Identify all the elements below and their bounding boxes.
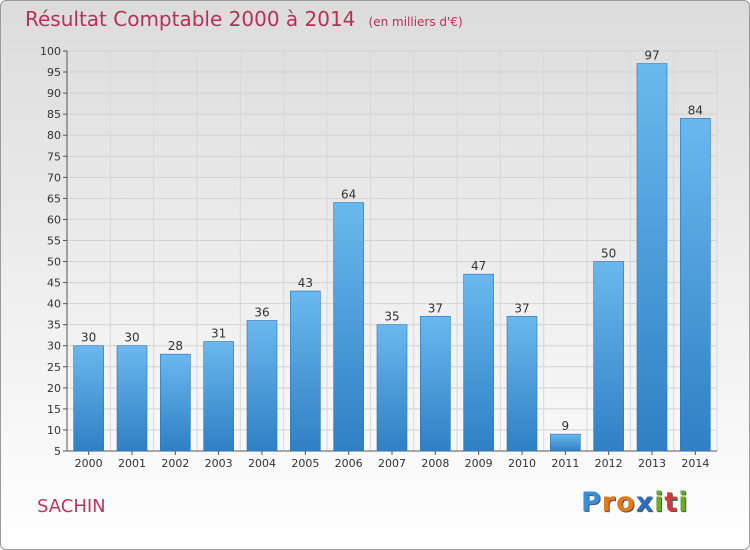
x-tick-label: 2006 [335, 457, 363, 470]
y-tick-label: 45 [47, 277, 61, 290]
y-tick-label: 20 [47, 382, 61, 395]
logo-letter: r [601, 487, 617, 518]
logo-letter: i [654, 487, 665, 518]
y-tick-label: 40 [47, 298, 61, 311]
bar [246, 320, 278, 452]
x-tick-label: 2007 [378, 457, 406, 470]
data-label: 64 [341, 188, 356, 202]
chart-subtitle: (en milliers d'€) [368, 15, 463, 29]
x-tick-label: 2001 [118, 457, 146, 470]
y-tick-label: 30 [47, 340, 61, 353]
data-label: 28 [168, 339, 183, 353]
data-label: 43 [298, 276, 313, 290]
bar [116, 345, 148, 452]
bar [290, 290, 321, 452]
data-label: 47 [471, 259, 486, 273]
data-label: 30 [81, 331, 96, 345]
y-tick-label: 85 [47, 108, 61, 121]
bar [376, 324, 408, 452]
y-tick-label: 80 [47, 129, 61, 142]
logo-letter: t [664, 487, 679, 518]
data-label: 84 [688, 103, 703, 117]
x-tick-label: 2004 [248, 457, 276, 470]
y-tick-label: 10 [47, 424, 61, 437]
logo-letter: P [581, 487, 602, 518]
x-tick-label: 2013 [638, 457, 666, 470]
x-tick-label: 2014 [681, 457, 709, 470]
bar [73, 345, 104, 452]
y-tick-label: 90 [47, 87, 61, 100]
x-tick-label: 2002 [161, 457, 189, 470]
x-tick-label: 2010 [508, 457, 536, 470]
data-label: 37 [428, 301, 443, 315]
data-label: 31 [211, 327, 226, 341]
y-tick-label: 65 [47, 192, 61, 205]
place-name: SACHIN [37, 496, 106, 517]
bar [463, 273, 494, 452]
data-label: 30 [124, 331, 139, 345]
x-tick-label: 2000 [75, 457, 103, 470]
chart-title-block: Résultat Comptable 2000 à 2014 (en milli… [25, 7, 463, 31]
bar [333, 202, 364, 452]
y-tick-label: 15 [47, 403, 61, 416]
logo-letter: o [616, 487, 636, 518]
y-tick-label: 70 [47, 171, 61, 184]
bar [203, 341, 234, 452]
bar [550, 433, 581, 452]
y-tick-label: 95 [47, 66, 61, 79]
y-tick-label: 25 [47, 361, 61, 374]
bar [160, 353, 191, 452]
bar [680, 118, 711, 452]
data-label: 37 [514, 301, 529, 315]
x-tick-label: 2009 [465, 457, 493, 470]
y-tick-label: 75 [47, 150, 61, 163]
data-label: 35 [384, 310, 399, 324]
y-tick-label: 55 [47, 234, 61, 247]
y-tick-label: 60 [47, 213, 61, 226]
y-tick-label: 35 [47, 319, 61, 332]
data-label: 9 [562, 419, 570, 433]
y-tick-label: 50 [47, 256, 61, 269]
y-tick-label: 100 [40, 45, 61, 58]
data-label: 97 [644, 49, 659, 63]
bar [636, 63, 668, 452]
logo-letter: i [678, 487, 689, 518]
y-tick-label: 5 [54, 445, 61, 458]
logo-letter: x [635, 487, 655, 518]
x-tick-label: 2003 [205, 457, 233, 470]
bar [506, 315, 538, 452]
x-tick-label: 2008 [421, 457, 449, 470]
data-label: 50 [601, 247, 616, 261]
bar [593, 261, 624, 452]
x-tick-label: 2011 [551, 457, 579, 470]
chart-title: Résultat Comptable 2000 à 2014 [25, 7, 356, 31]
x-tick-label: 2012 [595, 457, 623, 470]
data-label: 36 [254, 305, 269, 319]
x-tick-label: 2005 [291, 457, 319, 470]
proxiti-logo: Proxiti [581, 487, 689, 518]
bar [420, 315, 451, 452]
